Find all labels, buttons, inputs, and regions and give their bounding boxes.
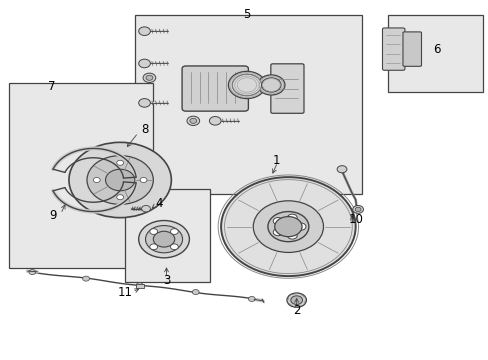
- Circle shape: [286, 293, 306, 307]
- Circle shape: [296, 223, 305, 230]
- Circle shape: [274, 217, 302, 237]
- Text: 2: 2: [292, 305, 300, 318]
- Circle shape: [221, 177, 355, 276]
- Bar: [135, 15, 361, 194]
- Circle shape: [140, 177, 147, 183]
- Circle shape: [142, 206, 150, 212]
- Circle shape: [87, 156, 153, 204]
- Circle shape: [29, 270, 36, 275]
- Circle shape: [290, 296, 302, 305]
- Circle shape: [267, 212, 308, 242]
- Text: 9: 9: [49, 210, 57, 222]
- Bar: [125, 189, 210, 282]
- FancyBboxPatch shape: [382, 28, 404, 70]
- Circle shape: [170, 244, 178, 249]
- Circle shape: [139, 59, 150, 68]
- Circle shape: [139, 99, 150, 107]
- Text: 5: 5: [243, 8, 250, 21]
- Circle shape: [352, 206, 363, 213]
- Circle shape: [105, 169, 135, 191]
- Circle shape: [336, 166, 346, 173]
- Circle shape: [143, 73, 156, 82]
- Bar: [387, 15, 483, 92]
- Circle shape: [117, 195, 123, 200]
- Text: 1: 1: [272, 154, 279, 167]
- Circle shape: [186, 116, 199, 126]
- Circle shape: [253, 201, 323, 252]
- Circle shape: [273, 217, 283, 225]
- Circle shape: [139, 27, 150, 36]
- Circle shape: [149, 244, 157, 249]
- Bar: [9, 83, 153, 268]
- FancyBboxPatch shape: [182, 66, 248, 111]
- Bar: [136, 284, 143, 288]
- Circle shape: [273, 229, 283, 236]
- Text: 7: 7: [48, 80, 56, 93]
- Circle shape: [209, 117, 221, 125]
- FancyBboxPatch shape: [402, 32, 421, 66]
- Text: 6: 6: [432, 42, 440, 55]
- FancyBboxPatch shape: [270, 64, 304, 113]
- Circle shape: [189, 118, 196, 123]
- Circle shape: [170, 229, 178, 234]
- Text: 3: 3: [163, 274, 170, 287]
- Text: 4: 4: [155, 197, 163, 210]
- Text: 11: 11: [117, 287, 132, 300]
- Circle shape: [192, 289, 199, 294]
- Circle shape: [145, 226, 182, 253]
- Circle shape: [354, 207, 360, 212]
- Circle shape: [136, 283, 143, 288]
- Circle shape: [93, 177, 100, 183]
- Circle shape: [287, 214, 297, 221]
- Circle shape: [117, 160, 123, 165]
- Circle shape: [228, 71, 265, 99]
- Circle shape: [287, 232, 297, 239]
- Text: 8: 8: [141, 123, 148, 136]
- Circle shape: [248, 296, 255, 301]
- Circle shape: [82, 276, 89, 281]
- Text: 10: 10: [347, 213, 363, 226]
- Circle shape: [153, 231, 174, 247]
- Circle shape: [261, 78, 281, 92]
- Circle shape: [139, 221, 189, 258]
- Circle shape: [257, 75, 285, 95]
- Circle shape: [149, 229, 157, 234]
- Circle shape: [146, 75, 153, 80]
- Circle shape: [232, 74, 261, 96]
- Circle shape: [69, 142, 171, 218]
